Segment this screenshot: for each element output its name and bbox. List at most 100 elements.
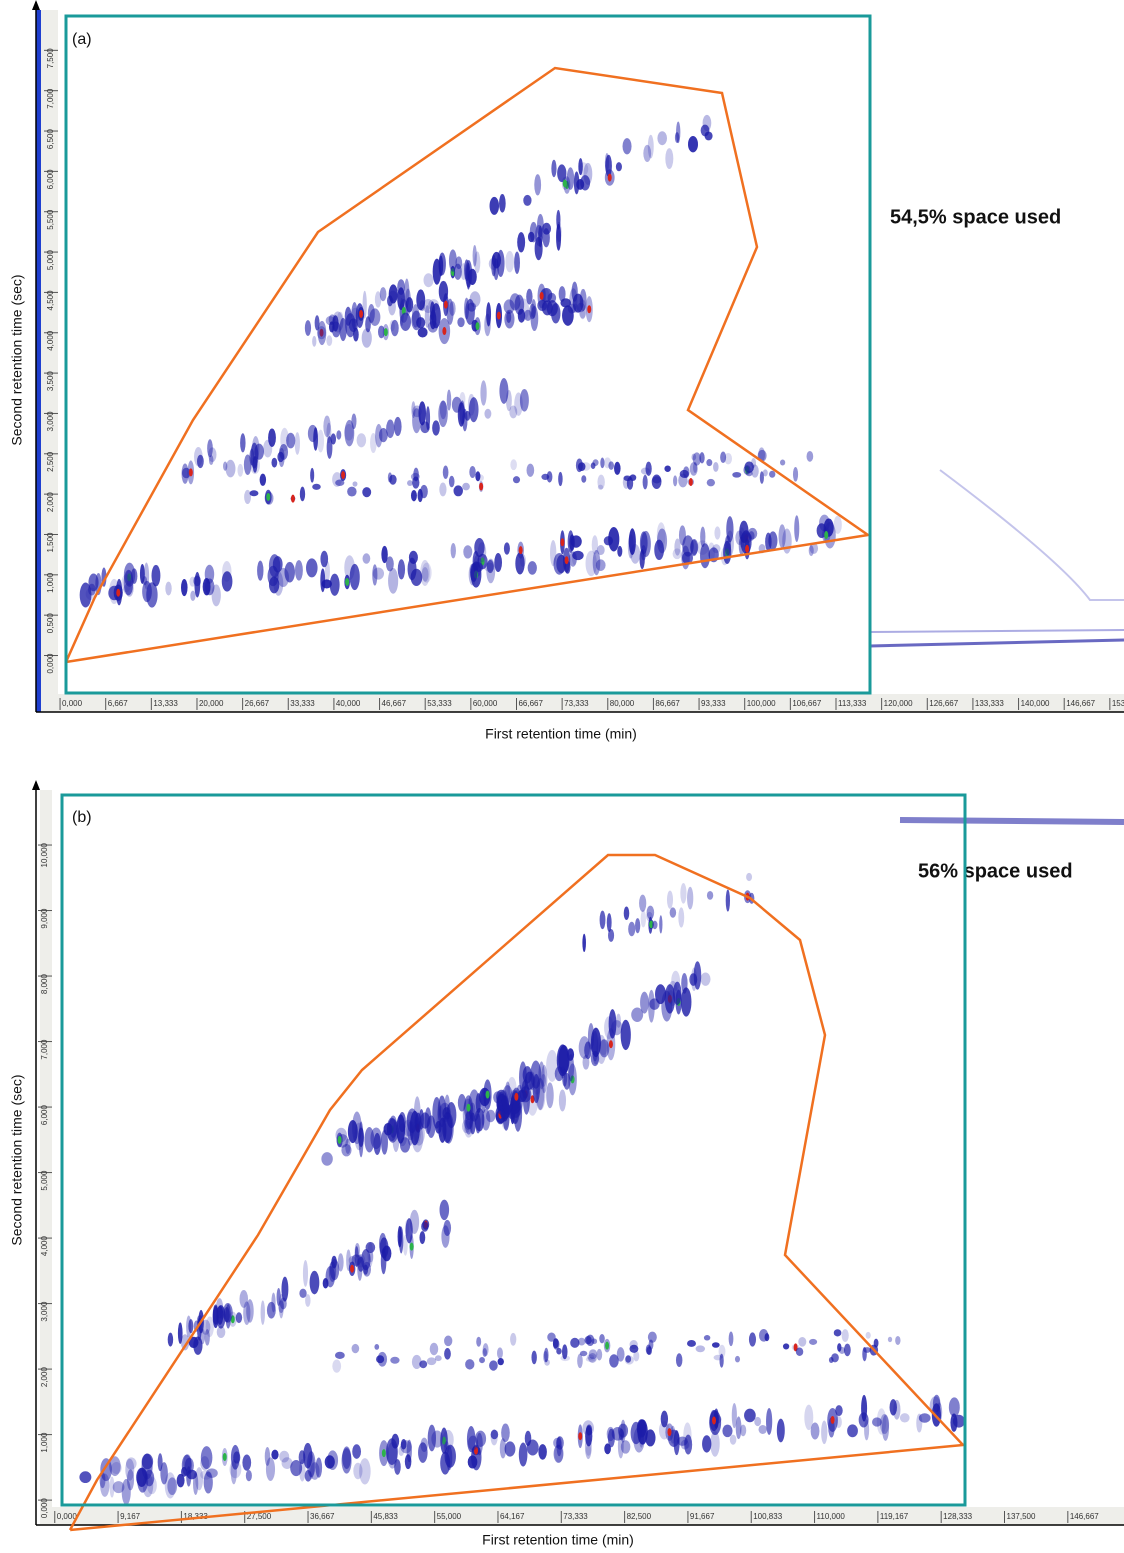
peak — [798, 1337, 807, 1347]
peak — [553, 552, 566, 575]
peak — [494, 553, 503, 572]
y-tick-label: 2,000 — [40, 1367, 49, 1388]
peak — [806, 450, 814, 462]
peak — [421, 562, 432, 583]
peak — [394, 1459, 401, 1475]
peak — [837, 1343, 842, 1352]
peak — [444, 1444, 456, 1468]
peak — [474, 1430, 487, 1447]
peak — [838, 1346, 846, 1354]
peak — [327, 1450, 339, 1471]
peak — [645, 461, 652, 476]
peak — [397, 279, 405, 295]
peak — [572, 303, 579, 313]
peak-core — [562, 179, 567, 188]
x-tick-label: 82,500 — [627, 1512, 652, 1521]
peak — [656, 522, 666, 548]
peak — [616, 1013, 621, 1028]
peak — [687, 1340, 696, 1347]
peak — [510, 459, 517, 471]
peak — [505, 250, 515, 273]
peak — [265, 1457, 276, 1482]
x-tick-label: 126,667 — [929, 699, 958, 708]
x-tick-label: 53,333 — [427, 699, 452, 708]
peak — [729, 1434, 737, 1445]
peak — [390, 1356, 400, 1364]
panel-a: 0,000 6,667 13,333 20,000 26,667 33,333 40,000… — [9, 0, 1124, 742]
x-tick-label: 146,667 — [1066, 699, 1095, 708]
peak — [690, 539, 699, 555]
peak — [591, 535, 599, 555]
peak — [449, 301, 456, 316]
peak — [254, 443, 264, 460]
peak — [427, 1424, 436, 1452]
peak — [794, 515, 800, 542]
peak — [769, 470, 776, 478]
peak — [556, 209, 561, 230]
peak — [639, 894, 647, 912]
peak-core — [337, 1135, 342, 1144]
peak — [386, 1438, 398, 1466]
peak — [438, 400, 448, 428]
peak — [351, 1343, 360, 1354]
peak — [302, 1260, 309, 1287]
peak — [290, 1460, 303, 1477]
peak — [570, 1337, 580, 1348]
peak — [579, 309, 586, 320]
peak-core — [485, 1090, 490, 1099]
peak — [499, 378, 509, 404]
peak — [527, 561, 537, 575]
peak — [121, 1478, 131, 1505]
peak — [578, 158, 583, 176]
peak — [648, 989, 655, 1023]
peak — [804, 1404, 814, 1431]
peak — [744, 461, 754, 473]
peak — [680, 883, 687, 904]
peak — [281, 1276, 289, 1302]
y-arrow — [32, 0, 40, 10]
peak-core — [381, 1449, 386, 1458]
peak — [271, 457, 278, 468]
peak — [843, 1343, 851, 1357]
peak — [584, 1041, 592, 1060]
peak — [863, 1347, 872, 1353]
peak — [362, 487, 372, 498]
peak-core — [605, 1341, 610, 1350]
peak — [744, 1408, 756, 1423]
peak — [347, 486, 357, 497]
peak — [79, 582, 92, 608]
peak — [406, 1439, 412, 1463]
peak — [538, 1444, 547, 1460]
peak — [281, 1457, 293, 1470]
peak — [627, 534, 634, 559]
peak — [537, 213, 544, 238]
peak — [581, 462, 591, 471]
peak — [792, 467, 799, 482]
peak — [233, 1451, 241, 1464]
peak — [317, 320, 327, 346]
peak — [484, 562, 495, 572]
peak — [470, 562, 478, 582]
y-tick-label: 4,000 — [40, 1236, 49, 1257]
peak — [278, 448, 285, 468]
trace — [869, 638, 1124, 648]
x-tick-label: 91,667 — [690, 1512, 715, 1521]
peak — [203, 1471, 213, 1494]
peak — [527, 231, 535, 243]
peak-core — [409, 1242, 414, 1251]
peak — [654, 539, 665, 561]
peak — [352, 1111, 362, 1145]
trace — [869, 629, 1124, 633]
peak — [647, 1331, 657, 1343]
peak — [724, 453, 733, 465]
x-tick-label: 20,000 — [199, 699, 224, 708]
peak — [358, 1127, 365, 1148]
peak — [639, 549, 645, 570]
peak — [673, 475, 678, 487]
peak-core — [518, 546, 523, 555]
peak — [469, 1112, 476, 1135]
peak — [547, 292, 557, 303]
peak — [509, 405, 518, 419]
peak — [443, 1219, 452, 1237]
peak — [646, 905, 655, 920]
